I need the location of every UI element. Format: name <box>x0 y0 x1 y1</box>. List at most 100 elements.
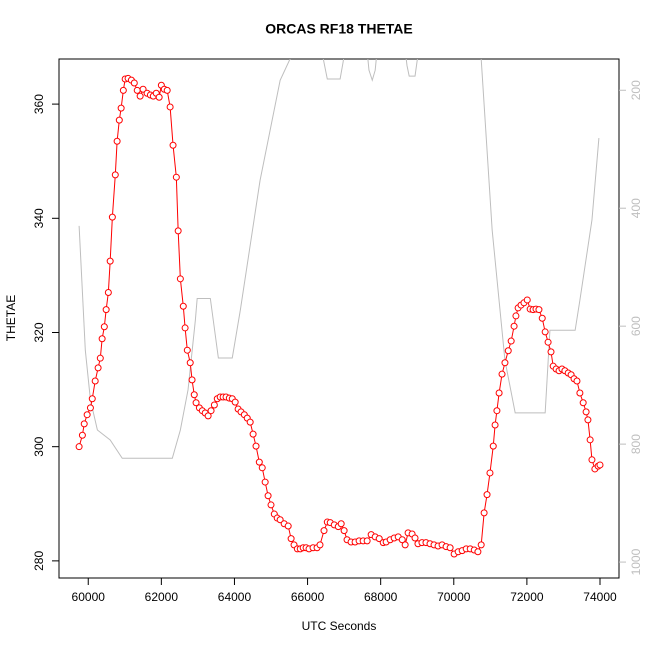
data-point <box>510 322 518 330</box>
data-point <box>130 79 138 87</box>
y-tick-label: 300 <box>32 436 46 456</box>
data-point <box>80 420 88 428</box>
data-point <box>249 430 257 438</box>
pressure-line <box>78 59 600 459</box>
data-point <box>83 411 91 419</box>
data-point <box>544 338 552 346</box>
data-point <box>264 492 272 500</box>
data-point <box>179 302 187 310</box>
data-point <box>188 376 196 384</box>
data-point <box>547 348 555 356</box>
y-axis-label: THETAE <box>4 295 18 341</box>
data-point <box>287 535 295 543</box>
y-tick-label: 320 <box>32 322 46 342</box>
data-point <box>136 92 144 100</box>
data-point <box>258 464 266 472</box>
data-point <box>576 389 584 397</box>
data-point <box>186 359 194 367</box>
data-point <box>204 412 212 420</box>
data-point <box>523 296 531 304</box>
data-point <box>507 337 515 345</box>
data-point <box>489 442 497 450</box>
data-point <box>252 442 260 450</box>
data-point <box>104 289 112 297</box>
data-point <box>573 377 581 385</box>
data-point <box>78 431 86 439</box>
data-point <box>94 364 102 372</box>
data-point <box>133 86 141 94</box>
data-point <box>375 535 383 543</box>
data-point <box>111 171 119 179</box>
data-point <box>261 478 269 486</box>
data-point <box>411 534 419 542</box>
y-tick-label: 360 <box>32 94 46 114</box>
data-point <box>91 377 99 385</box>
data-point <box>512 312 520 320</box>
y2-tick-label: 1000 <box>629 548 643 575</box>
data-point <box>169 141 177 149</box>
data-point <box>483 491 491 499</box>
x-axis-label: UTC Seconds <box>302 619 377 633</box>
data-point <box>163 86 171 94</box>
data-point <box>477 541 485 549</box>
data-point <box>337 520 345 528</box>
data-point <box>119 86 127 94</box>
data-point <box>340 527 348 535</box>
data-point <box>398 536 406 544</box>
x-tick-label: 70000 <box>437 590 471 604</box>
data-point <box>586 436 594 444</box>
data-point <box>363 537 371 545</box>
data-point <box>284 522 292 530</box>
data-point <box>535 306 543 314</box>
x-tick-label: 72000 <box>510 590 544 604</box>
data-point <box>231 398 239 406</box>
data-point <box>495 389 503 397</box>
data-point <box>446 544 454 552</box>
x-tick-label: 74000 <box>583 590 617 604</box>
y2-tick-label: 600 <box>629 316 643 336</box>
data-point <box>267 501 275 509</box>
data-point <box>139 85 147 93</box>
x-tick-label: 68000 <box>364 590 398 604</box>
data-point <box>246 418 254 426</box>
data-point <box>88 395 96 403</box>
data-point <box>102 306 110 314</box>
y-tick-label: 340 <box>32 208 46 228</box>
data-point <box>501 359 509 367</box>
data-point <box>96 354 104 362</box>
data-point <box>207 407 215 415</box>
data-point <box>584 416 592 424</box>
data-point <box>108 213 116 221</box>
data-point <box>106 257 114 265</box>
data-point <box>113 137 121 145</box>
y2-tick-label: 400 <box>629 198 643 218</box>
data-point <box>316 541 324 549</box>
data-point <box>176 275 184 283</box>
y2-tick-label: 200 <box>629 80 643 100</box>
data-point <box>504 347 512 355</box>
x-tick-label: 64000 <box>218 590 252 604</box>
data-point <box>255 458 263 466</box>
data-point <box>276 516 284 524</box>
data-point <box>100 323 108 331</box>
data-point <box>117 104 125 112</box>
data-point <box>174 227 182 235</box>
y2-tick-label: 800 <box>629 434 643 454</box>
data-point <box>582 408 590 416</box>
data-point <box>538 314 546 322</box>
chart-title: ORCAS RF18 THETAE <box>265 21 413 37</box>
data-point <box>320 527 328 535</box>
data-point <box>474 548 482 556</box>
x-tick-label: 66000 <box>291 590 325 604</box>
x-tick-label: 60000 <box>72 590 106 604</box>
data-point <box>210 401 218 409</box>
data-point <box>75 443 83 451</box>
data-point <box>498 370 506 378</box>
data-point <box>480 509 488 517</box>
data-point <box>172 173 180 181</box>
data-point <box>493 407 501 415</box>
data-point <box>166 103 174 111</box>
